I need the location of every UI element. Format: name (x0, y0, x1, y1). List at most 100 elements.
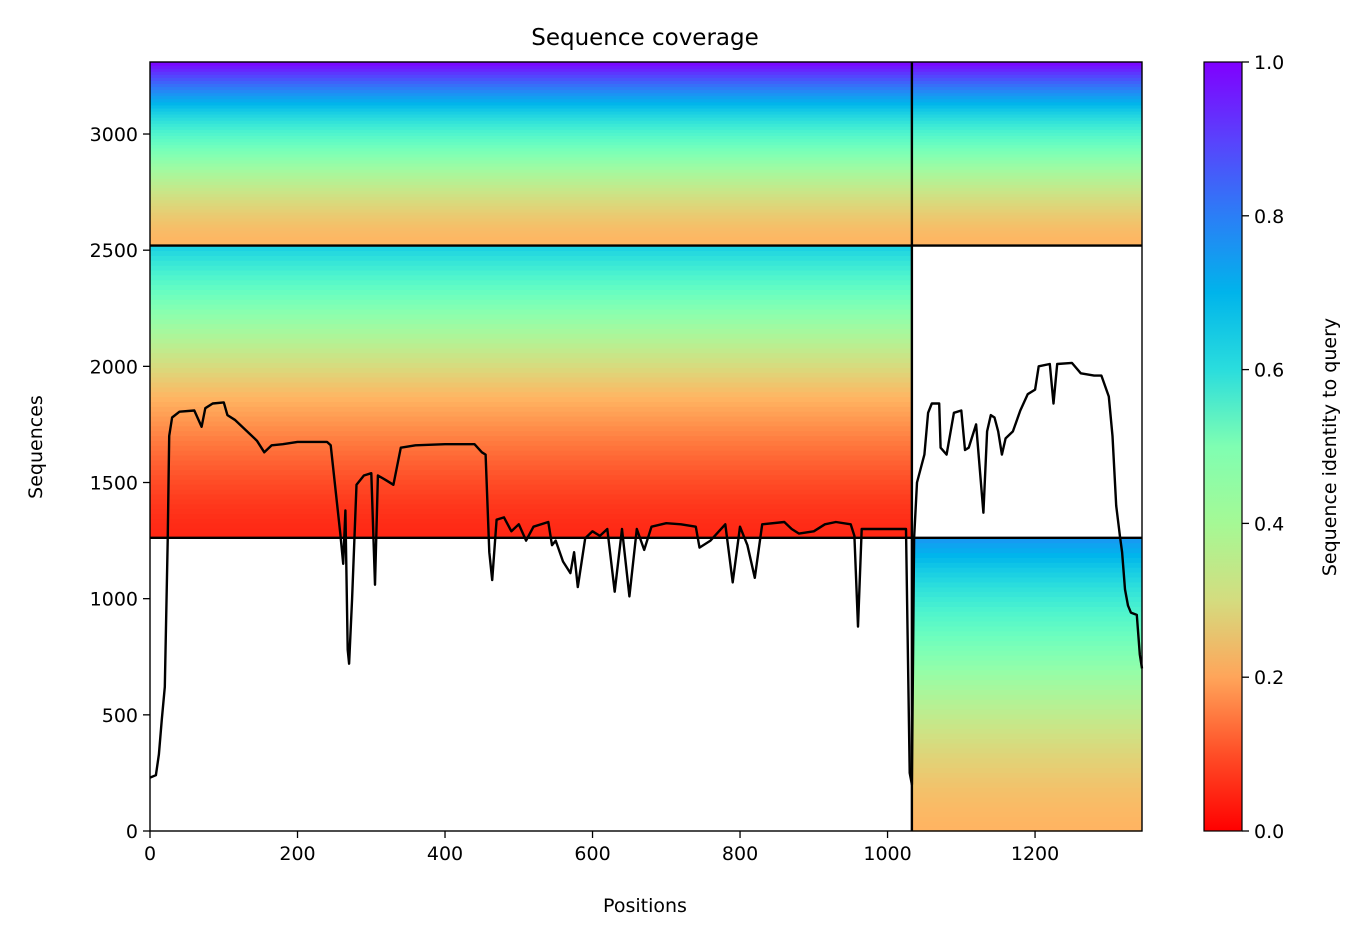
y-axis-label: Sequences (25, 395, 47, 499)
heatmap-band (911, 738, 1142, 744)
heatmap-band (150, 227, 912, 231)
heatmap-band (911, 141, 1142, 146)
x-tick-label: 1000 (863, 843, 911, 865)
heatmap-band (150, 147, 912, 152)
heatmap-band (911, 86, 1142, 91)
heatmap-band (911, 747, 1142, 754)
heatmap-band (911, 83, 1142, 88)
heatmap-band (911, 89, 1142, 94)
colorbar (1203, 61, 1243, 832)
heatmap-band (911, 236, 1142, 241)
heatmap-band (150, 362, 912, 368)
heatmap-band (911, 92, 1142, 97)
heatmap-band (911, 150, 1142, 155)
heatmap-band (911, 62, 1142, 66)
heatmap-band (150, 289, 912, 295)
heatmap-band (911, 679, 1142, 686)
heatmap-band (150, 445, 912, 451)
heatmap-band (150, 464, 912, 471)
heatmap-band (150, 386, 912, 393)
heatmap-band (150, 352, 912, 359)
heatmap-band (911, 147, 1142, 152)
heatmap-band (911, 95, 1142, 100)
heatmap-band (911, 77, 1142, 81)
heatmap-band (150, 178, 912, 182)
heatmap-band (911, 107, 1142, 112)
heatmap-band (911, 743, 1142, 749)
heatmap-band (911, 777, 1142, 783)
heatmap-band (911, 537, 1142, 544)
heatmap-band (150, 333, 912, 339)
heatmap-band (911, 821, 1142, 827)
x-tick-label: 800 (722, 843, 758, 865)
heatmap-band (150, 159, 912, 164)
heatmap-band (911, 110, 1142, 115)
heatmap-band (150, 474, 912, 480)
heatmap-band (150, 242, 912, 247)
heatmap-band (911, 762, 1142, 769)
heatmap-band (911, 733, 1142, 739)
heatmap-band (150, 342, 912, 349)
heatmap-band (911, 606, 1142, 612)
heatmap-band (911, 811, 1142, 817)
heatmap-band (150, 391, 912, 398)
heatmap-band (150, 214, 912, 219)
heatmap-band (150, 150, 912, 155)
heatmap-band (911, 129, 1142, 133)
heatmap-band (911, 71, 1142, 75)
heatmap-band (911, 752, 1142, 759)
heatmap-band (150, 284, 912, 290)
heatmap-band (911, 562, 1142, 568)
heatmap-band (911, 552, 1142, 558)
x-axis-label: Positions (603, 895, 687, 917)
heatmap-band (911, 728, 1142, 734)
heatmap-band (150, 181, 912, 185)
colorbar-tick-label: 0.6 (1254, 360, 1284, 382)
heatmap-band (150, 498, 912, 505)
heatmap-band (150, 156, 912, 161)
heatmap-band (911, 178, 1142, 182)
heatmap-band (150, 435, 912, 441)
heatmap-band (150, 68, 912, 72)
heatmap-band (150, 518, 912, 524)
x-tick-label: 0 (144, 843, 156, 865)
heatmap-band (911, 135, 1142, 140)
heatmap-band (911, 699, 1142, 705)
heatmap-band (150, 455, 912, 461)
heatmap-band (911, 208, 1142, 213)
heatmap-band (150, 303, 912, 310)
heatmap-band (911, 767, 1142, 773)
heatmap-band (911, 542, 1142, 549)
heatmap-band (150, 89, 912, 94)
heatmap-band (150, 98, 912, 103)
heatmap-band (911, 787, 1142, 793)
heatmap-band (150, 62, 912, 66)
coverage-heatmap (150, 62, 1142, 832)
heatmap-band (150, 211, 912, 216)
heatmap-band (150, 141, 912, 146)
heatmap-band (150, 83, 912, 88)
heatmap-band (150, 153, 912, 158)
heatmap-band (150, 92, 912, 97)
y-tick-label: 2000 (90, 356, 138, 378)
coverage-line (149, 361, 1144, 786)
heatmap-band (911, 557, 1142, 563)
colorbar-tick-label: 1.0 (1254, 52, 1284, 74)
heatmap-band (911, 703, 1142, 710)
heatmap-band (150, 484, 912, 490)
heatmap-band (911, 689, 1142, 695)
heatmap-band (150, 230, 912, 234)
heatmap-band (150, 208, 912, 213)
heatmap-band (150, 318, 912, 325)
heatmap-band (911, 645, 1142, 651)
heatmap-band (911, 816, 1142, 822)
heatmap-band (911, 202, 1142, 207)
heatmap-band (911, 162, 1142, 167)
heatmap-band (150, 489, 912, 495)
heatmap-band (150, 187, 912, 192)
heatmap-band (150, 205, 912, 210)
heatmap-band (150, 221, 912, 225)
plot-frame (149, 61, 1143, 832)
heatmap-band (911, 193, 1142, 198)
